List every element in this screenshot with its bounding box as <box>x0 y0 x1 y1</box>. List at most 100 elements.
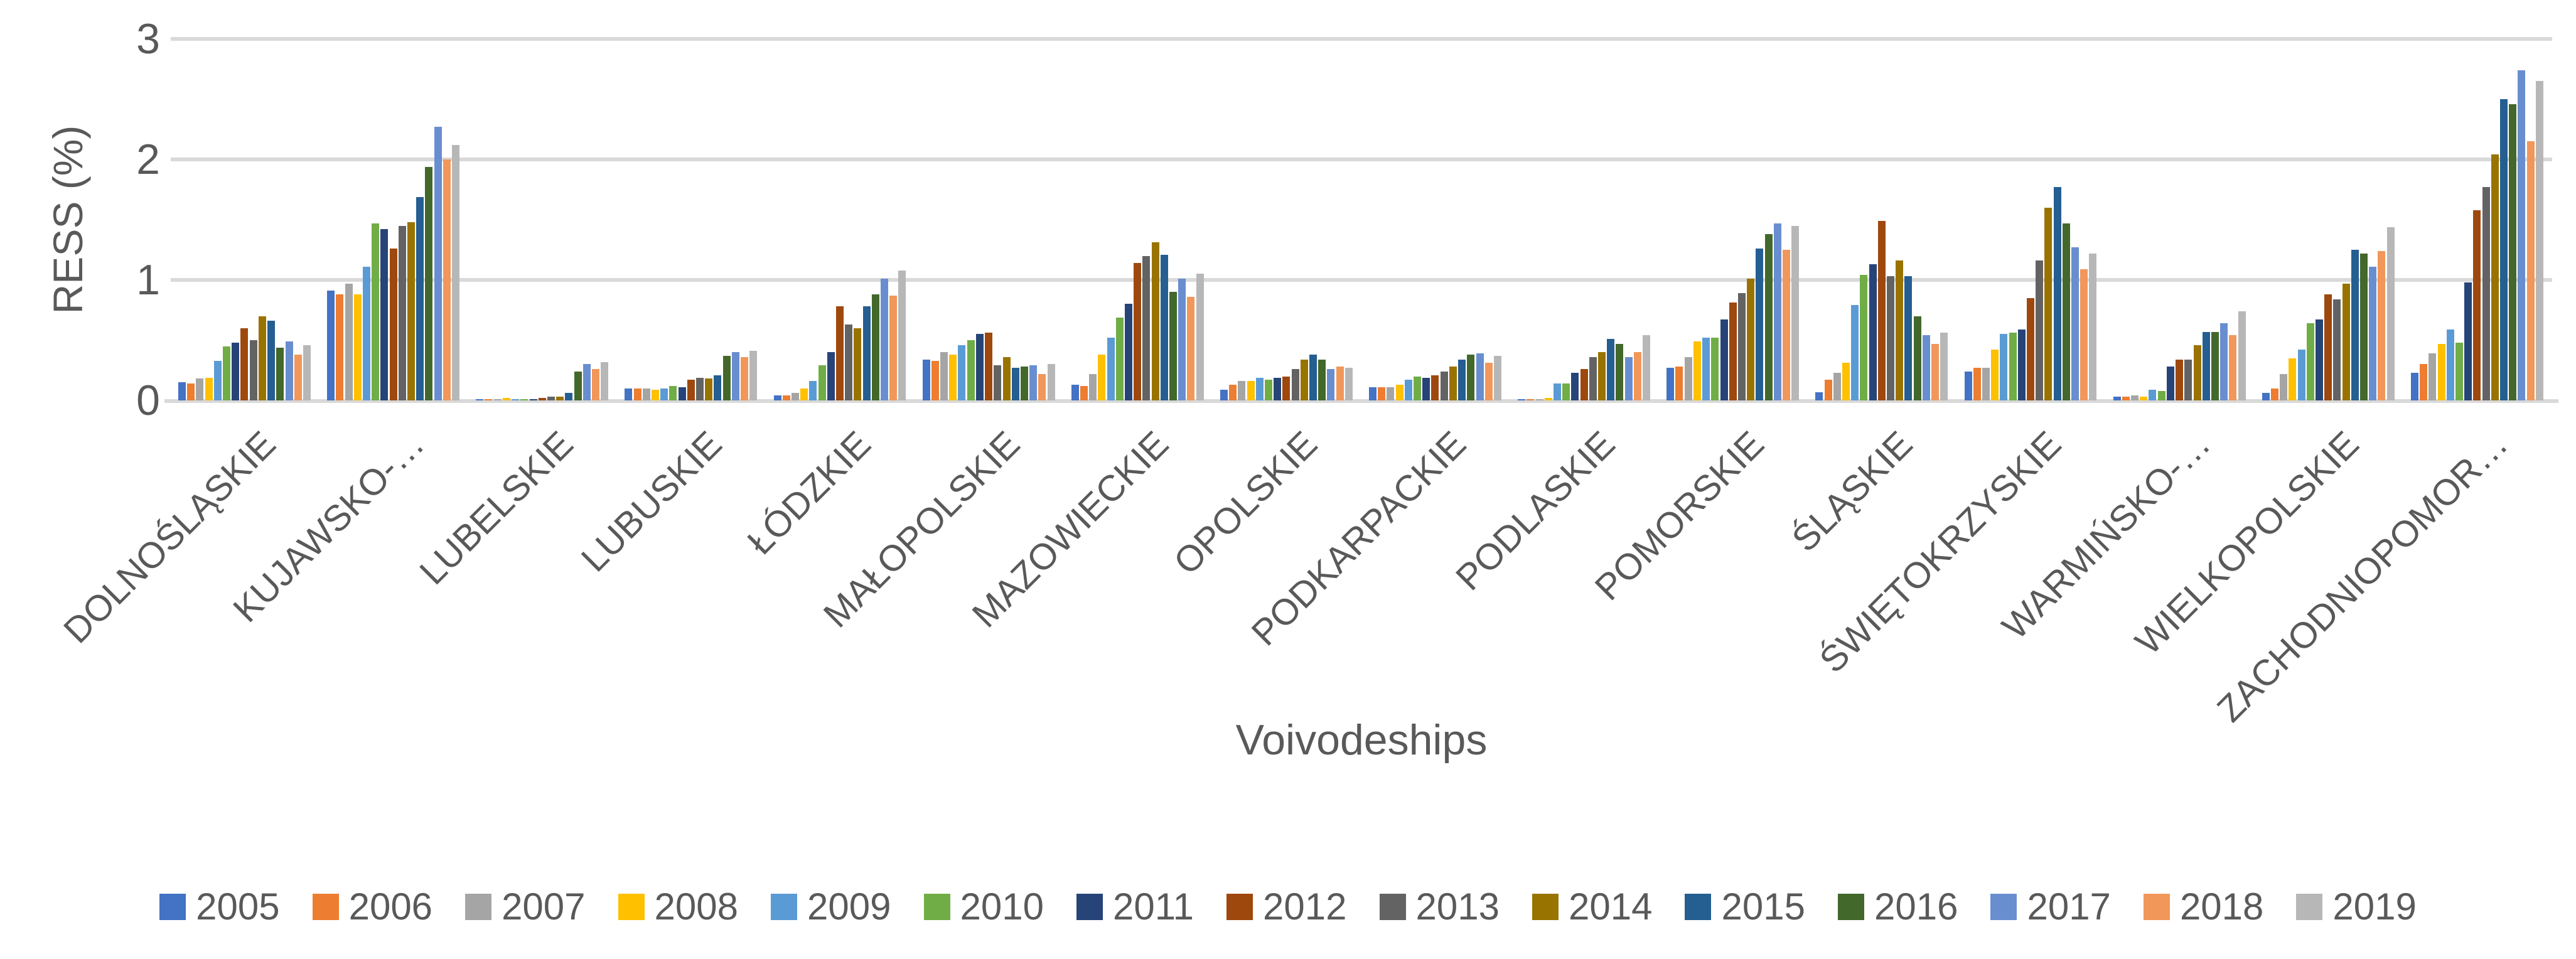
bar-2010-PODLASKIE <box>1562 383 1570 400</box>
bar-2009-MAŁOPOLSKIE <box>958 345 965 400</box>
bar-2005-ŚLĄSKIE <box>1815 392 1823 400</box>
bar-2013-ŚWIĘTOKRZYSKIE <box>2036 260 2043 400</box>
bar-2016-MAŁOPOLSKIE <box>1021 367 1028 400</box>
bar-2008-OPOLSKIE <box>1247 381 1255 400</box>
bar-2007-ZACHODNIOPOMOR… <box>2428 353 2436 400</box>
bar-2010-PODKARPACKIE <box>1414 377 1421 400</box>
bar-2017-ŁÓDZKIE <box>881 279 888 400</box>
bar-2009-DOLNOŚLĄSKIE <box>214 361 222 400</box>
bar-2005-WARMIŃSKO-… <box>2113 397 2121 400</box>
bar-2008-ŚWIĘTOKRZYSKIE <box>1991 350 1999 400</box>
bar-2005-OPOLSKIE <box>1220 390 1228 400</box>
legend-label: 2017 <box>2027 886 2111 928</box>
bar-2015-LUBELSKIE <box>565 393 572 400</box>
bar-2007-MAZOWIECKIE <box>1089 374 1097 400</box>
bar-2005-DOLNOŚLĄSKIE <box>178 382 186 400</box>
bar-2019-MAŁOPOLSKIE <box>1048 364 1055 400</box>
bar-2011-DOLNOŚLĄSKIE <box>232 343 239 400</box>
bar-2014-LUBELSKIE <box>556 397 564 400</box>
bar-2012-PODLASKIE <box>1580 369 1588 400</box>
bar-2010-ŚLĄSKIE <box>1860 275 1867 400</box>
bar-2006-LUBUSKIE <box>634 388 641 400</box>
bar-2013-OPOLSKIE <box>1292 369 1299 400</box>
legend-label: 2016 <box>1874 886 1958 928</box>
bar-2019-POMORSKIE <box>1791 226 1799 400</box>
y-tick-label: 1 <box>136 256 160 304</box>
legend-label: 2011 <box>1113 886 1194 928</box>
bar-2019-LUBELSKIE <box>601 362 608 400</box>
bar-2017-ŚWIĘTOKRZYSKIE <box>2071 247 2079 400</box>
bar-2011-MAZOWIECKIE <box>1125 304 1132 400</box>
bar-2006-OPOLSKIE <box>1229 385 1237 400</box>
bar-2009-ŚLĄSKIE <box>1851 305 1859 400</box>
bar-2005-LUBELSKIE <box>476 399 483 400</box>
bar-2006-KUJAWSKO-… <box>336 294 343 400</box>
x-axis-title: Voivodeships <box>1235 716 1488 764</box>
legend-swatch-2016 <box>1837 894 1864 920</box>
legend-item-2013: 2013 <box>1379 888 1500 926</box>
bar-2008-PODLASKIE <box>1545 398 1552 400</box>
bar-2017-MAZOWIECKIE <box>1178 279 1186 400</box>
bar-2009-WIELKOPOLSKIE <box>2298 350 2305 400</box>
x-axis-line <box>164 399 2558 403</box>
bar-2009-MAZOWIECKIE <box>1107 338 1115 400</box>
bar-2007-ŚLĄSKIE <box>1833 373 1841 400</box>
legend-item-2014: 2014 <box>1532 888 1652 926</box>
bar-2011-OPOLSKIE <box>1274 378 1281 400</box>
bar-2005-POMORSKIE <box>1666 368 1674 400</box>
bar-2008-KUJAWSKO-… <box>354 294 362 400</box>
bar-2017-ZACHODNIOPOMOR… <box>2518 70 2525 400</box>
bar-2011-LUBUSKIE <box>679 387 686 400</box>
bar-2018-POMORSKIE <box>1783 250 1790 400</box>
bar-2016-PODLASKIE <box>1616 344 1623 400</box>
bar-2016-OPOLSKIE <box>1318 360 1326 400</box>
bar-2009-POMORSKIE <box>1702 338 1710 400</box>
bar-2010-DOLNOŚLĄSKIE <box>223 346 230 400</box>
bar-2014-ZACHODNIOPOMOR… <box>2491 154 2499 400</box>
bar-2010-POMORSKIE <box>1711 338 1719 400</box>
bar-2014-WARMIŃSKO-… <box>2194 345 2201 400</box>
bar-2011-WARMIŃSKO-… <box>2167 367 2174 400</box>
bar-2011-KUJAWSKO-… <box>380 229 388 400</box>
bar-2015-ŚWIĘTOKRZYSKIE <box>2054 187 2061 400</box>
bar-2010-ZACHODNIOPOMOR… <box>2455 343 2463 400</box>
bar-2010-WIELKOPOLSKIE <box>2307 323 2314 400</box>
bar-2014-POMORSKIE <box>1747 279 1754 400</box>
bar-2015-POMORSKIE <box>1756 249 1763 400</box>
bar-2013-ŚLĄSKIE <box>1887 276 1894 400</box>
bar-2011-ŚLĄSKIE <box>1869 264 1877 400</box>
bar-2017-PODKARPACKIE <box>1476 353 1484 400</box>
bar-2016-ŚLĄSKIE <box>1914 316 1921 400</box>
bar-2013-PODLASKIE <box>1589 357 1597 400</box>
bar-2007-WARMIŃSKO-… <box>2131 395 2139 400</box>
bar-2006-LUBELSKIE <box>485 399 492 400</box>
bar-2010-LUBUSKIE <box>669 386 677 400</box>
bar-2018-KUJAWSKO-… <box>443 159 451 400</box>
bar-2008-MAŁOPOLSKIE <box>949 355 957 400</box>
bar-2008-ŁÓDZKIE <box>800 388 808 400</box>
bar-2019-KUJAWSKO-… <box>452 145 459 400</box>
bar-2019-LUBUSKIE <box>749 351 757 400</box>
bar-2014-OPOLSKIE <box>1301 360 1308 400</box>
bar-2014-DOLNOŚLĄSKIE <box>259 316 266 400</box>
bar-2009-OPOLSKIE <box>1256 378 1264 400</box>
bar-2016-KUJAWSKO-… <box>425 167 432 400</box>
legend-item-2008: 2008 <box>618 888 738 926</box>
bar-2017-KUJAWSKO-… <box>434 127 442 400</box>
bar-2012-LUBUSKIE <box>687 380 695 400</box>
bar-2005-ŁÓDZKIE <box>774 395 781 400</box>
bar-2012-WARMIŃSKO-… <box>2176 360 2183 400</box>
bar-2006-ZACHODNIOPOMOR… <box>2420 364 2427 400</box>
legend-swatch-2018 <box>2143 894 2170 920</box>
legend-item-2018: 2018 <box>2143 888 2263 926</box>
legend-item-2011: 2011 <box>1076 888 1194 926</box>
bar-2014-WIELKOPOLSKIE <box>2343 284 2350 400</box>
x-category-label: LUBELSKIE <box>412 423 581 593</box>
bar-2019-PODKARPACKIE <box>1494 356 1501 400</box>
bar-2007-PODLASKIE <box>1536 399 1543 400</box>
legend-label: 2014 <box>1569 886 1653 928</box>
bar-2009-PODKARPACKIE <box>1405 380 1412 400</box>
bar-2005-PODLASKIE <box>1518 399 1525 400</box>
bar-2013-KUJAWSKO-… <box>399 226 406 400</box>
